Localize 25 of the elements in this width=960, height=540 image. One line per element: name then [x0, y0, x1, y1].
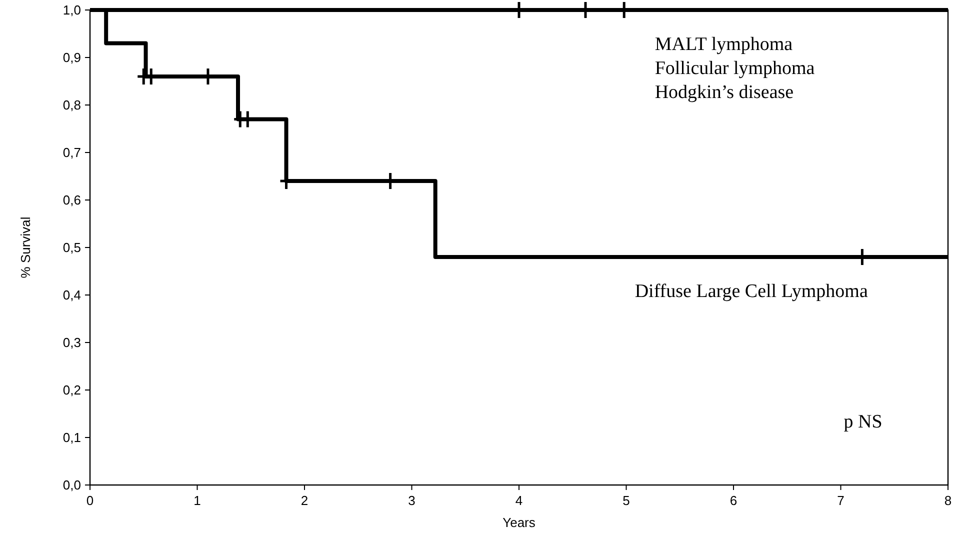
x-tick-label: 8 [944, 493, 952, 508]
y-tick-label: 0,9 [62, 50, 81, 65]
y-tick-label: 0,5 [62, 240, 81, 255]
y-axis-title: % Survival [18, 216, 33, 278]
y-tick-label: 0,8 [62, 98, 81, 112]
annotation: p NS [844, 412, 882, 432]
x-tick-label: 5 [622, 493, 630, 508]
series-label: Diffuse Large Cell Lymphoma [634, 281, 868, 302]
x-tick-label: 3 [408, 493, 416, 508]
x-tick-label: 4 [515, 493, 523, 508]
series-label: MALT lymphoma Follicular lymphoma Hodgkin’s disease [654, 34, 816, 103]
y-tick-label: 0,7 [62, 145, 81, 160]
x-axis-title: Years [502, 515, 536, 530]
y-tick-label: 0,2 [62, 382, 81, 398]
y-tick-label: 1,0 [62, 2, 81, 18]
y-tick-label: 0,4 [62, 288, 81, 302]
x-tick-label: 2 [300, 493, 308, 508]
x-tick-label: 7 [837, 493, 844, 508]
x-tick-label: 0 [86, 493, 94, 508]
y-tick-label: 0,0 [62, 478, 81, 492]
x-tick-label: 6 [730, 493, 738, 508]
y-tick-label: 0,1 [62, 430, 81, 445]
y-tick-label: 0,3 [62, 335, 81, 350]
y-tick-label: 0,6 [62, 192, 81, 208]
x-tick-label: 1 [194, 493, 201, 508]
